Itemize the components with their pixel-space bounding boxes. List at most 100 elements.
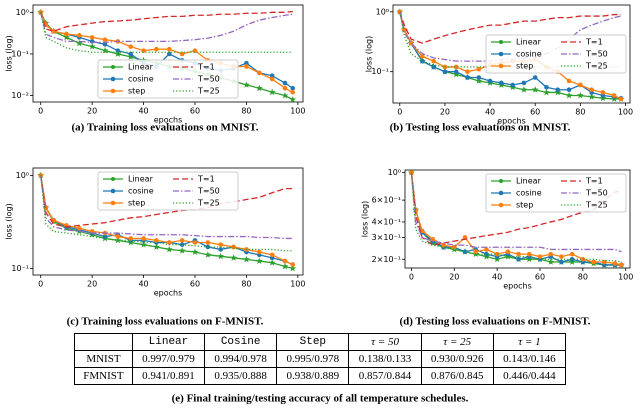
legend-marker [498,63,504,69]
column-header: Linear [131,333,206,351]
marker [38,10,44,15]
marker [88,43,96,50]
x-axis-label: epochs [154,116,183,125]
legend-marker [110,200,116,206]
marker [166,46,172,52]
legend-label: Linear [128,63,154,72]
legend-label: step [516,62,533,71]
legend-marker [498,202,504,208]
x-tick-label: 80 [575,108,585,117]
marker [568,258,576,265]
marker [38,173,44,178]
legend-box [485,34,627,74]
x-tick-label: 0 [38,280,43,289]
marker [576,91,584,99]
marker [462,249,468,255]
chart: 0 20 40 60 80 100 10⁻¹ 10⁰ epochs loss (log) (b) T… [365,4,633,134]
series-line [410,172,622,263]
marker [218,242,224,247]
series-line [40,12,293,43]
legend-label: T=25 [197,199,220,208]
marker [244,64,249,69]
marker [569,251,575,257]
table-row: FMNIST 0.941/0.891 0.935/0.888 0.938/0.889 0… [74,367,567,385]
legend-label: Linear [516,38,542,47]
marker [618,96,624,102]
marker [521,80,527,86]
table-cell: 0.994/0.978 [204,350,278,368]
legend-label: T=1 [585,177,603,186]
legend-marker [110,76,116,82]
marker [114,50,122,57]
table-container: Linear Cosine Step τ = 50 τ = 25 τ = 1 MNIST 0… [74,333,567,385]
table-cell: 0.935/0.888 [204,367,278,385]
chart-caption: (b) Testing loss evaluations on MNIST. [390,122,571,134]
marker [128,44,134,49]
series-line [40,175,293,252]
marker [179,238,185,243]
marker [484,251,489,257]
table-cell: 0.938/0.889 [276,367,350,385]
x-tick-label: 40 [138,280,148,289]
x-axis-label: epochs [503,282,532,291]
marker [115,48,121,53]
y-tick-label: 10⁻¹ [11,49,29,58]
marker [554,88,562,96]
marker [178,247,186,254]
marker [255,84,263,92]
table-cell: 0.941/0.891 [131,367,206,385]
marker [494,251,500,257]
marker [128,236,134,241]
y-tick-label: 10⁰ [376,7,389,16]
marker [566,78,572,84]
legend-label: T=50 [585,50,608,59]
legend-marker [499,40,503,44]
marker [431,58,436,64]
y-tick-label: 10⁻¹ [371,67,389,76]
marker [475,77,483,84]
y-axis-label: loss (log) [5,35,14,71]
marker [569,256,575,262]
marker [566,87,572,93]
legend-label: cosine [516,50,542,59]
marker [51,29,56,34]
marker [282,258,288,264]
x-tick-label: 100 [618,273,633,282]
marker [588,93,596,100]
marker [516,251,521,257]
chart-caption: (a) Training loss evaluations on MNIST. [71,122,258,134]
marker [611,93,617,98]
marker [204,251,212,258]
marker [127,53,135,60]
table-cell: 0.138/0.133 [348,350,422,368]
legend-label: T=50 [585,189,608,198]
series-line [40,175,293,266]
axes-frame [32,4,304,103]
marker [230,254,237,261]
marker [555,87,561,93]
series-line [40,175,293,266]
marker [526,251,532,257]
marker [102,234,108,239]
marker [591,259,596,265]
x-tick-label: 60 [535,273,545,282]
marker [268,259,276,266]
marker [89,39,95,44]
marker [191,248,199,255]
table-row: MNIST 0.997/0.979 0.994/0.978 0.995/0.978 0.… [74,350,567,368]
axes-frame [32,167,304,276]
legend-label: T=1 [197,175,215,184]
x-tick-label: 20 [87,107,97,116]
marker [476,66,482,72]
marker [153,243,160,250]
marker [619,262,624,268]
row-label: MNIST [74,350,133,368]
marker [612,261,618,266]
marker [510,82,515,88]
column-header: Cosine [204,333,278,351]
marker [516,256,521,262]
legend-box [97,59,239,99]
column-header: τ = 50 [348,333,422,351]
marker [75,39,83,47]
legend: Linear cosine step T=1 T=50 T=25 [485,34,627,74]
